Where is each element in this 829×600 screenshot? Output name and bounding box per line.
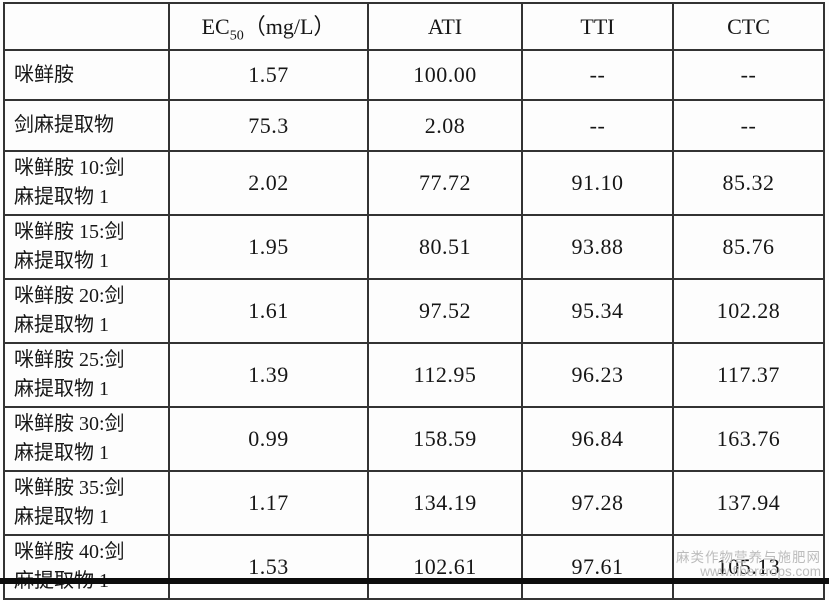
tti-value: 96.23 [521,342,674,408]
ati-value: 77.72 [367,150,523,216]
ctc-value: 102.28 [672,278,825,344]
table-row: 咪鲜胺 30:剑 麻提取物 1 0.99 158.59 96.84 163.76 [3,406,825,472]
ec50-value: 75.3 [168,99,369,152]
row-label: 咪鲜胺 10:剑 麻提取物 1 [3,150,170,216]
tti-value: 96.84 [521,406,674,472]
ec50-value: 1.53 [168,534,369,600]
ati-value: 2.08 [367,99,523,152]
ec50-value: 1.17 [168,470,369,536]
table-row: 咪鲜胺 1.57 100.00 -- -- [3,49,825,101]
ec50-value: 0.99 [168,406,369,472]
ati-value: 80.51 [367,214,523,280]
row-label: 咪鲜胺 25:剑 麻提取物 1 [3,342,170,408]
ctc-value: 85.32 [672,150,825,216]
ec50-value: 1.39 [168,342,369,408]
ec50-unit: （mg/L） [243,13,336,39]
header-ec50: EC50（mg/L） [168,2,369,51]
header-ctc: CTC [672,2,825,51]
row-label: 咪鲜胺 15:剑 麻提取物 1 [3,214,170,280]
row-label: 咪鲜胺 [3,49,170,101]
ati-value: 158.59 [367,406,523,472]
row-label: 剑麻提取物 [3,99,170,152]
ati-value: 97.52 [367,278,523,344]
table-row: 咪鲜胺 20:剑 麻提取物 1 1.61 97.52 95.34 102.28 [3,278,825,344]
table-row: 咪鲜胺 35:剑 麻提取物 1 1.17 134.19 97.28 137.94 [3,470,825,536]
watermark-site-name: 麻类作物营养与施肥网 [676,550,821,565]
results-table: EC50（mg/L） ATI TTI CTC 咪鲜胺 1.57 100.00 -… [3,2,825,600]
header-ati: ATI [367,2,523,51]
ati-value: 112.95 [367,342,523,408]
table-header-row: EC50（mg/L） ATI TTI CTC [3,2,825,51]
ec50-subscript: 50 [229,27,244,44]
ec50-prefix: EC [201,13,230,39]
table-row: 咪鲜胺 15:剑 麻提取物 1 1.95 80.51 93.88 85.76 [3,214,825,280]
tti-value: -- [521,99,674,152]
watermark: 麻类作物营养与施肥网 www.fibercrops.com [676,551,821,579]
scan-artifact-bottom-bar [0,578,829,584]
ati-value: 100.00 [367,49,523,101]
ctc-value: 163.76 [672,406,825,472]
ctc-value: 85.76 [672,214,825,280]
table-row: 咪鲜胺 10:剑 麻提取物 1 2.02 77.72 91.10 85.32 [3,150,825,216]
header-tti: TTI [521,2,674,51]
ctc-value: -- [672,49,825,101]
ctc-value: -- [672,99,825,152]
ati-value: 102.61 [367,534,523,600]
row-label: 咪鲜胺 30:剑 麻提取物 1 [3,406,170,472]
tti-value: 91.10 [521,150,674,216]
table-row: 咪鲜胺 25:剑 麻提取物 1 1.39 112.95 96.23 117.37 [3,342,825,408]
ec50-value: 1.95 [168,214,369,280]
ctc-value: 117.37 [672,342,825,408]
tti-value: 93.88 [521,214,674,280]
row-label: 咪鲜胺 35:剑 麻提取物 1 [3,470,170,536]
tti-value: 97.61 [521,534,674,600]
header-blank-cell [3,2,170,51]
watermark-url: www.fibercrops.com [700,564,821,579]
ec50-value: 1.57 [168,49,369,101]
ctc-value: 137.94 [672,470,825,536]
row-label: 咪鲜胺 40:剑 麻提取物 1 [3,534,170,600]
ec50-value: 1.61 [168,278,369,344]
ec50-value: 2.02 [168,150,369,216]
row-label: 咪鲜胺 20:剑 麻提取物 1 [3,278,170,344]
table-row: 剑麻提取物 75.3 2.08 -- -- [3,99,825,152]
ati-value: 134.19 [367,470,523,536]
tti-value: -- [521,49,674,101]
tti-value: 97.28 [521,470,674,536]
tti-value: 95.34 [521,278,674,344]
